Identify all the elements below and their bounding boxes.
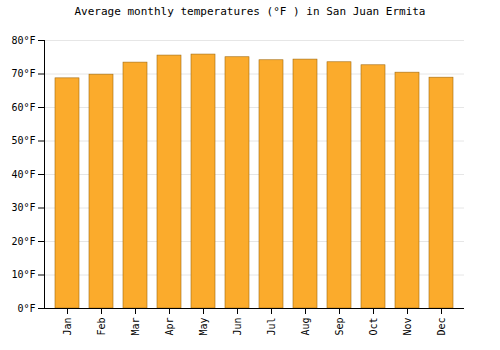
svg-text:Mar: Mar bbox=[130, 318, 141, 336]
svg-text:80°F: 80°F bbox=[11, 35, 35, 46]
svg-text:Dec: Dec bbox=[436, 318, 447, 336]
svg-text:Oct: Oct bbox=[368, 318, 379, 336]
svg-text:40°F: 40°F bbox=[11, 169, 35, 180]
svg-text:50°F: 50°F bbox=[11, 135, 35, 146]
svg-text:Apr: Apr bbox=[164, 318, 175, 336]
svg-text:60°F: 60°F bbox=[11, 102, 35, 113]
svg-text:10°F: 10°F bbox=[11, 269, 35, 280]
svg-text:Nov: Nov bbox=[402, 318, 413, 336]
svg-text:Sep: Sep bbox=[334, 318, 345, 336]
svg-text:Jun: Jun bbox=[232, 318, 243, 336]
svg-text:Feb: Feb bbox=[96, 318, 107, 336]
svg-text:0°F: 0°F bbox=[17, 303, 35, 314]
svg-text:May: May bbox=[198, 318, 209, 336]
svg-text:30°F: 30°F bbox=[11, 202, 35, 213]
html-text:Average monthly temperatures (: Average monthly temperatures (°F ) in Sa… bbox=[74, 5, 426, 18]
svg-text:20°F: 20°F bbox=[11, 236, 35, 247]
svg-text:Jan: Jan bbox=[62, 318, 73, 336]
svg-text:Jul: Jul bbox=[266, 318, 277, 336]
svg-text:70°F: 70°F bbox=[11, 68, 35, 79]
svg-text:Aug: Aug bbox=[300, 318, 311, 336]
